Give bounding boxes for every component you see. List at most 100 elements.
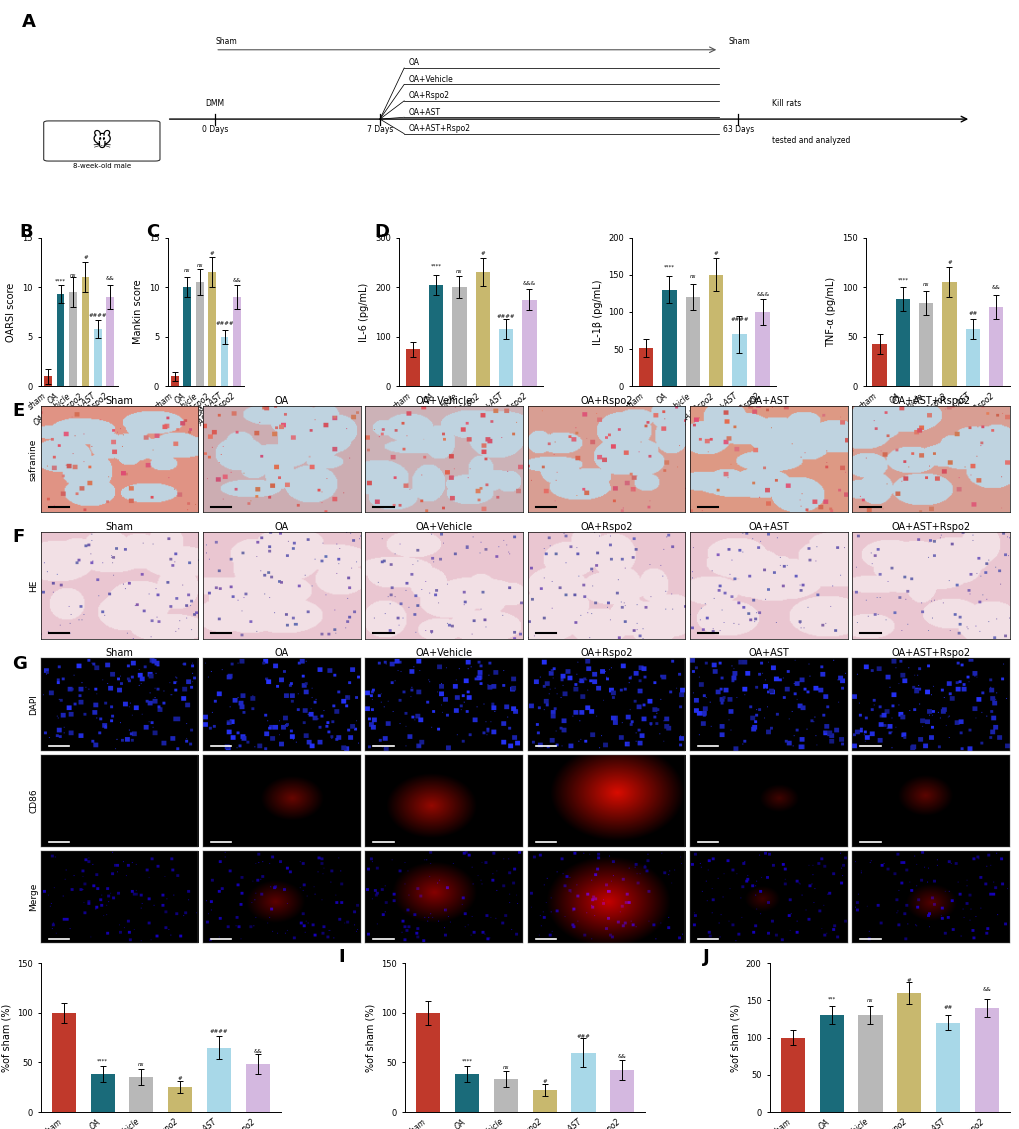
Text: OA+Rspo2: OA+Rspo2 — [409, 91, 449, 100]
Title: OA+Vehicle: OA+Vehicle — [415, 522, 472, 532]
Y-axis label: Merge: Merge — [29, 883, 38, 911]
Bar — [94, 329, 102, 386]
Bar — [987, 307, 1003, 386]
Text: ##: ## — [967, 310, 976, 316]
Text: &&&: &&& — [523, 281, 535, 286]
Text: 0 Days: 0 Days — [202, 125, 228, 134]
Bar — [429, 285, 443, 386]
Y-axis label: %of sham (%): %of sham (%) — [366, 1004, 375, 1071]
Bar — [974, 1008, 998, 1112]
Text: D: D — [374, 222, 389, 240]
Text: F: F — [12, 528, 24, 546]
Y-axis label: CD86: CD86 — [29, 788, 38, 813]
Text: ***: *** — [826, 997, 835, 1001]
Bar — [220, 336, 228, 386]
Text: A: A — [21, 12, 36, 30]
Text: 63 Days: 63 Days — [722, 125, 753, 134]
Text: ns: ns — [455, 269, 463, 274]
Title: OA: OA — [274, 648, 288, 658]
Text: tested and analyzed: tested and analyzed — [771, 135, 850, 145]
Title: OA+AST: OA+AST — [748, 395, 789, 405]
Text: ns: ns — [922, 282, 928, 287]
Title: OA+AST: OA+AST — [748, 522, 789, 532]
Bar — [44, 376, 52, 386]
Bar — [106, 297, 114, 386]
Text: 7 Days: 7 Days — [367, 125, 392, 134]
Bar — [454, 1075, 479, 1112]
Text: 🐭: 🐭 — [92, 131, 112, 150]
Text: ****: **** — [55, 278, 66, 283]
Bar — [52, 1013, 75, 1112]
Bar — [638, 348, 653, 386]
Text: C: C — [146, 222, 159, 240]
Bar — [965, 329, 979, 386]
Text: Kill rats: Kill rats — [771, 99, 801, 108]
Y-axis label: OARSI score: OARSI score — [6, 282, 16, 342]
Y-axis label: safranine: safranine — [29, 438, 38, 481]
Bar — [171, 376, 178, 386]
Text: ns: ns — [866, 998, 873, 1003]
Bar — [858, 1015, 881, 1112]
Title: Sham: Sham — [106, 648, 133, 658]
Bar — [168, 1087, 192, 1112]
Title: Sham: Sham — [106, 395, 133, 405]
Title: OA+Vehicle: OA+Vehicle — [415, 395, 472, 405]
Bar — [897, 994, 920, 1112]
Y-axis label: IL-1β (pg/mL): IL-1β (pg/mL) — [592, 279, 602, 344]
FancyBboxPatch shape — [44, 121, 160, 161]
Text: OA: OA — [409, 59, 420, 68]
Bar — [451, 287, 467, 386]
Bar — [91, 1075, 114, 1112]
Text: OA+AST: OA+AST — [409, 107, 440, 116]
Text: &&&: &&& — [755, 291, 768, 297]
Y-axis label: IL-6 (pg/mL): IL-6 (pg/mL) — [359, 282, 369, 342]
Text: &&: && — [981, 988, 990, 992]
Bar — [755, 312, 769, 386]
Text: #: # — [480, 251, 485, 256]
Bar — [246, 1065, 269, 1112]
Bar — [708, 274, 722, 386]
Bar — [208, 272, 216, 386]
Text: &&: && — [990, 286, 1000, 290]
Bar — [732, 334, 746, 386]
Text: ####: #### — [215, 321, 233, 326]
Title: OA: OA — [274, 522, 288, 532]
Text: Sham: Sham — [215, 37, 236, 46]
Y-axis label: TNF-α (pg/mL): TNF-α (pg/mL) — [825, 277, 836, 347]
Title: OA+AST+Rspo2: OA+AST+Rspo2 — [891, 395, 970, 405]
Text: #: # — [713, 251, 717, 255]
Y-axis label: %of sham (%): %of sham (%) — [730, 1004, 740, 1071]
Title: OA: OA — [274, 395, 288, 405]
Text: ****: **** — [462, 1058, 472, 1064]
Bar — [406, 349, 420, 386]
Text: ##: ## — [943, 1005, 952, 1010]
Bar — [935, 1023, 959, 1112]
Bar — [233, 297, 240, 386]
Bar — [82, 278, 90, 386]
Y-axis label: HE: HE — [29, 579, 38, 592]
Bar — [871, 343, 886, 386]
Text: ####: #### — [210, 1029, 228, 1034]
Title: OA+AST+Rspo2: OA+AST+Rspo2 — [891, 522, 970, 532]
Title: OA+Vehicle: OA+Vehicle — [415, 648, 472, 658]
Text: DMM: DMM — [206, 99, 224, 108]
Bar — [416, 1013, 440, 1112]
Title: Sham: Sham — [106, 522, 133, 532]
Title: OA+Rspo2: OA+Rspo2 — [580, 395, 632, 405]
Bar — [522, 299, 536, 386]
Text: Sham: Sham — [728, 37, 750, 46]
Text: &&: && — [618, 1054, 626, 1059]
Bar — [498, 330, 513, 386]
Text: ****: **** — [430, 263, 441, 269]
Text: ns: ns — [197, 263, 203, 269]
Text: ****: **** — [663, 265, 675, 270]
Text: G: G — [12, 655, 28, 673]
Text: I: I — [338, 948, 344, 966]
Text: #: # — [177, 1076, 182, 1082]
Text: ####: #### — [730, 317, 748, 322]
Text: ns: ns — [184, 269, 191, 273]
Bar — [571, 1052, 595, 1112]
Bar — [129, 1077, 153, 1112]
Text: ns: ns — [69, 273, 76, 278]
Bar — [475, 272, 489, 386]
